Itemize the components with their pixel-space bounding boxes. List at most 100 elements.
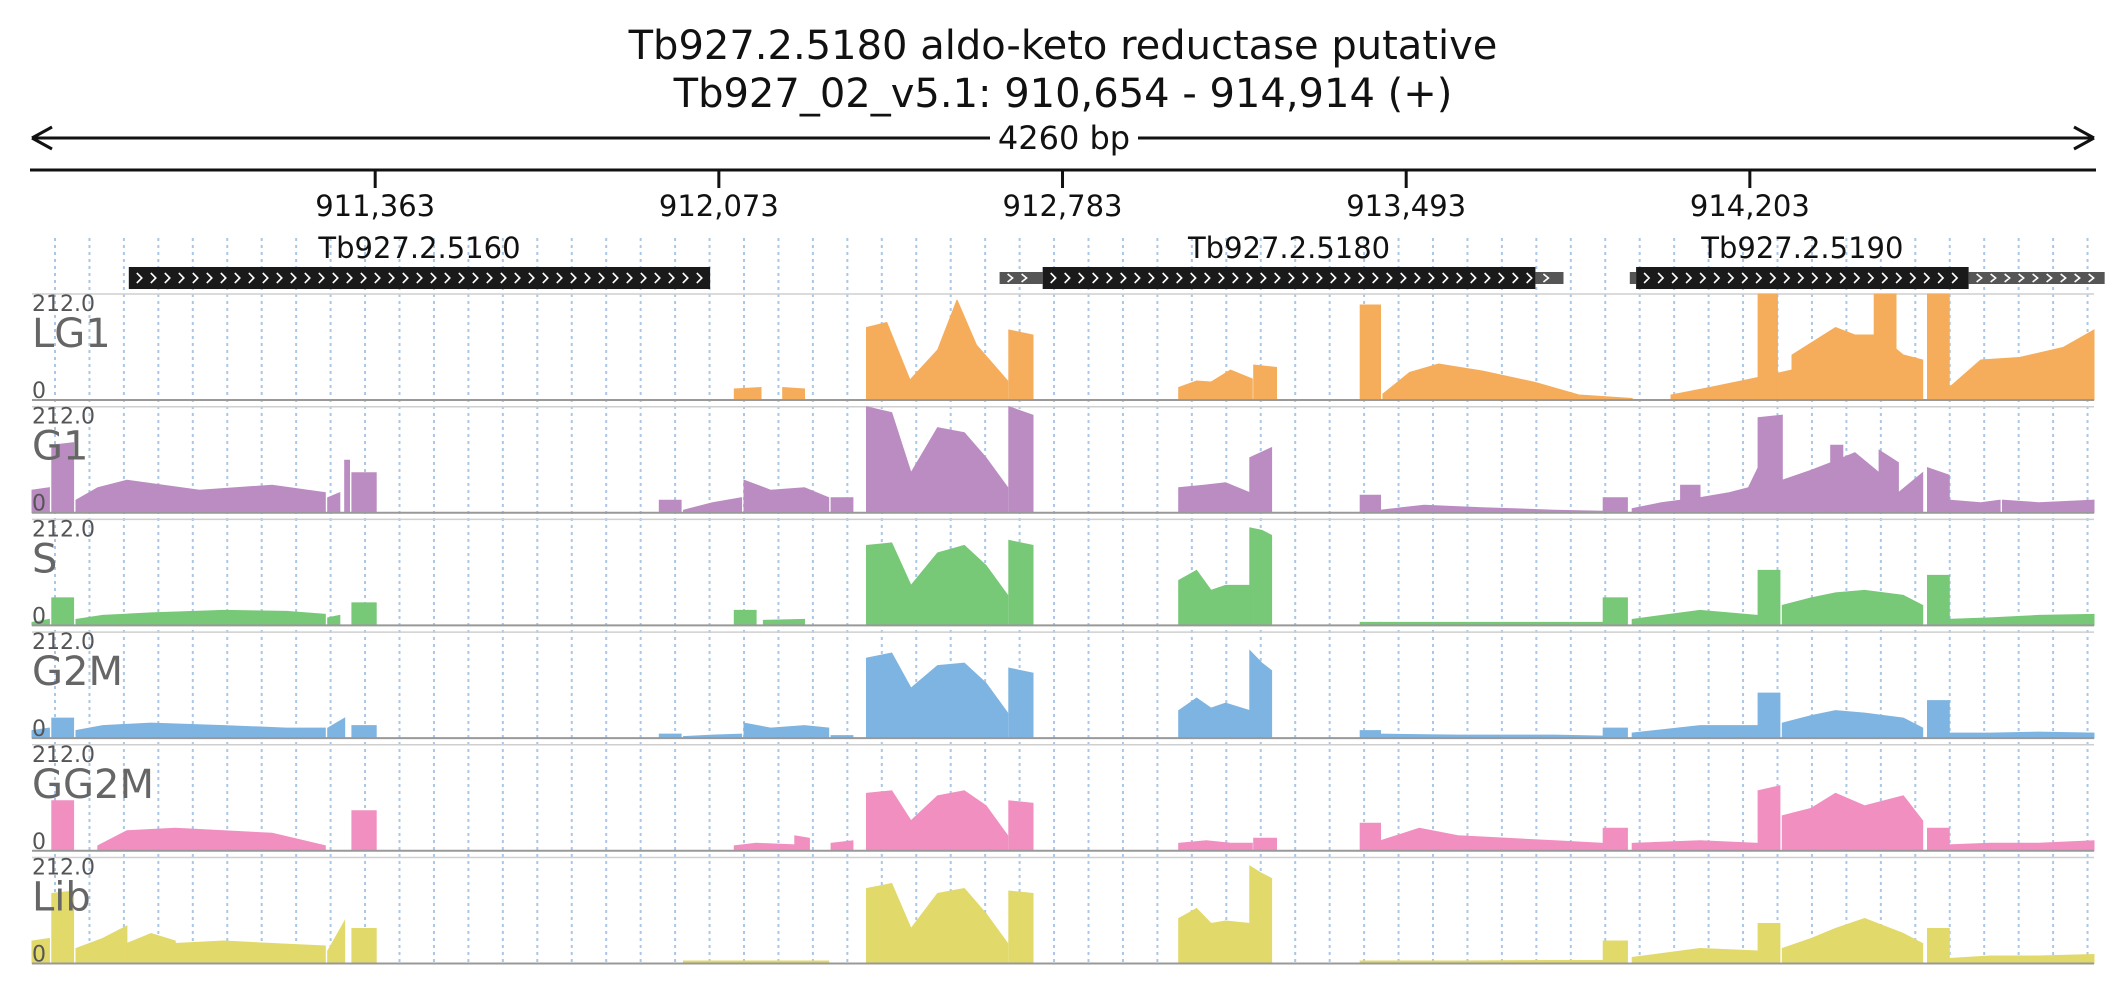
coverage-segment: [1830, 444, 1844, 514]
left-arrowhead: [31, 125, 53, 151]
coverage-segment: [1680, 484, 1701, 514]
coverage-segment: [51, 597, 75, 626]
gene-model: Tb927.2.5190: [1629, 231, 2105, 289]
gene-label: Tb927.2.5190: [1700, 231, 1903, 265]
coverage-segment: [1631, 840, 1759, 852]
coverage-segment: [1253, 364, 1277, 401]
coverage-segment: [830, 497, 854, 514]
gene-strand-arrows: [1643, 272, 1959, 284]
tick-label: 912,783: [1003, 189, 1123, 223]
track-name: LG1: [32, 311, 111, 357]
coverage-segment: [1602, 827, 1628, 852]
tick-label: 911,363: [315, 189, 435, 223]
track-max-label: 212.0: [32, 630, 95, 655]
gene-utr-strand-arrows: [1007, 273, 1028, 283]
axis-ticks: 911,363 912,073 912,783 913,493 914,203: [315, 170, 1810, 223]
tick-label: 912,073: [659, 189, 779, 223]
coverage-segment: [1873, 293, 1897, 401]
track-max-label: 212.0: [32, 292, 95, 317]
coverage-segment: [1927, 574, 1950, 626]
coverage-segment: [1781, 710, 1924, 739]
tick-label: 913,493: [1346, 189, 1466, 223]
gene-cds: [1042, 267, 1536, 289]
coverage-segment: [956, 299, 1009, 401]
coverage-segment: [75, 925, 128, 964]
coverage-segment: [1631, 609, 1759, 626]
track-name: G2M: [32, 649, 123, 695]
coverage-segment: [1602, 497, 1628, 514]
gene-label: Tb927.2.5180: [1187, 231, 1390, 265]
coverage-segment: [1178, 482, 1251, 514]
coverage-segment: [1178, 369, 1253, 401]
coverage-segment: [97, 827, 326, 852]
span-indicator: 4260 bp: [31, 119, 2095, 157]
gene-cds: [128, 267, 711, 289]
coverage-segment: [1757, 923, 1781, 964]
coverage-segment: [866, 882, 1009, 964]
coverage-segment: [1253, 837, 1277, 852]
track-min-label: 0: [32, 717, 46, 742]
coverage-segment: [733, 842, 796, 852]
coverage-segment: [1359, 304, 1381, 401]
coverage-track: 212.0 0 S: [31, 517, 2095, 629]
span-length-label: 4260 bp: [998, 119, 1130, 157]
track-max-label: 212.0: [32, 517, 95, 542]
coverage-segment: [1008, 329, 1034, 401]
coverage-segment: [1631, 947, 1759, 964]
gene-annotations: Tb927.2.5160 Tb927.2.5180 Tb927.2.5190: [128, 231, 2105, 289]
track-min-label: 0: [32, 830, 46, 855]
coverage-segment: [1927, 827, 1950, 852]
coverage-segment: [351, 472, 377, 514]
gene-model: Tb927.2.5180: [999, 231, 1564, 289]
coverage-segment: [1008, 800, 1034, 852]
locus-title: Tb927_02_v5.1: 910,654 - 914,914 (+): [673, 71, 1453, 117]
right-arrowhead: [2073, 125, 2095, 151]
coverage-segment: [1380, 504, 1604, 514]
coverage-track: 212.0 0 LG1: [32, 292, 2095, 404]
coverage-segment: [344, 459, 350, 514]
coverage-segment: [866, 542, 1009, 626]
gene-strand-arrows: [136, 272, 703, 284]
gene-utr: [1629, 272, 1637, 284]
coverage-segment: [866, 299, 958, 401]
coverage-segment: [351, 602, 377, 626]
coverage-segment: [1602, 727, 1628, 739]
coverage-segment: [1602, 940, 1628, 964]
coverage-segment: [866, 406, 1009, 514]
coverage-segment: [1757, 785, 1781, 852]
coverage-segment: [126, 932, 176, 964]
gene-utr-strand-arrows: [1542, 273, 1550, 283]
coverage-segment: [75, 722, 326, 739]
coverage-segment: [51, 717, 75, 739]
coverage-segment: [1008, 405, 1034, 514]
coverage-segment: [1757, 293, 1778, 401]
coverage-segment: [51, 800, 75, 852]
coverage-segment: [1757, 569, 1781, 626]
coverage-segment: [866, 652, 1009, 739]
coverage-segment: [2002, 499, 2095, 514]
coverage-segment: [1359, 822, 1381, 852]
coordinate-axis: 911,363 912,073 912,783 913,493 914,203: [30, 168, 2096, 223]
coverage-segment: [1927, 293, 1950, 401]
coverage-segment: [327, 491, 341, 514]
coverage-segment: [1781, 917, 1924, 964]
coverage-segment: [866, 790, 1009, 852]
coverage-segment: [1359, 730, 1381, 739]
coverage-segment: [1008, 890, 1034, 964]
coverage-segment: [1249, 527, 1273, 626]
tick-label: 914,203: [1690, 189, 1810, 223]
coverage-segment: [1878, 449, 1899, 514]
coverage-segment: [1757, 414, 1783, 514]
coverage-segment: [1897, 471, 1924, 514]
coverage-segment: [327, 614, 341, 626]
coverage-segment: [1631, 725, 1759, 739]
grid-lines: [54, 238, 2089, 964]
coverage-segment: [351, 810, 377, 852]
coverage-track: 212.0 0 GG2M: [32, 743, 2095, 855]
track-max-label: 212.0: [32, 856, 95, 881]
track-name: G1: [32, 424, 88, 470]
coverage-segment: [1380, 827, 1604, 852]
coverage-segment: [1948, 499, 2001, 514]
coverage-segment: [327, 919, 346, 964]
